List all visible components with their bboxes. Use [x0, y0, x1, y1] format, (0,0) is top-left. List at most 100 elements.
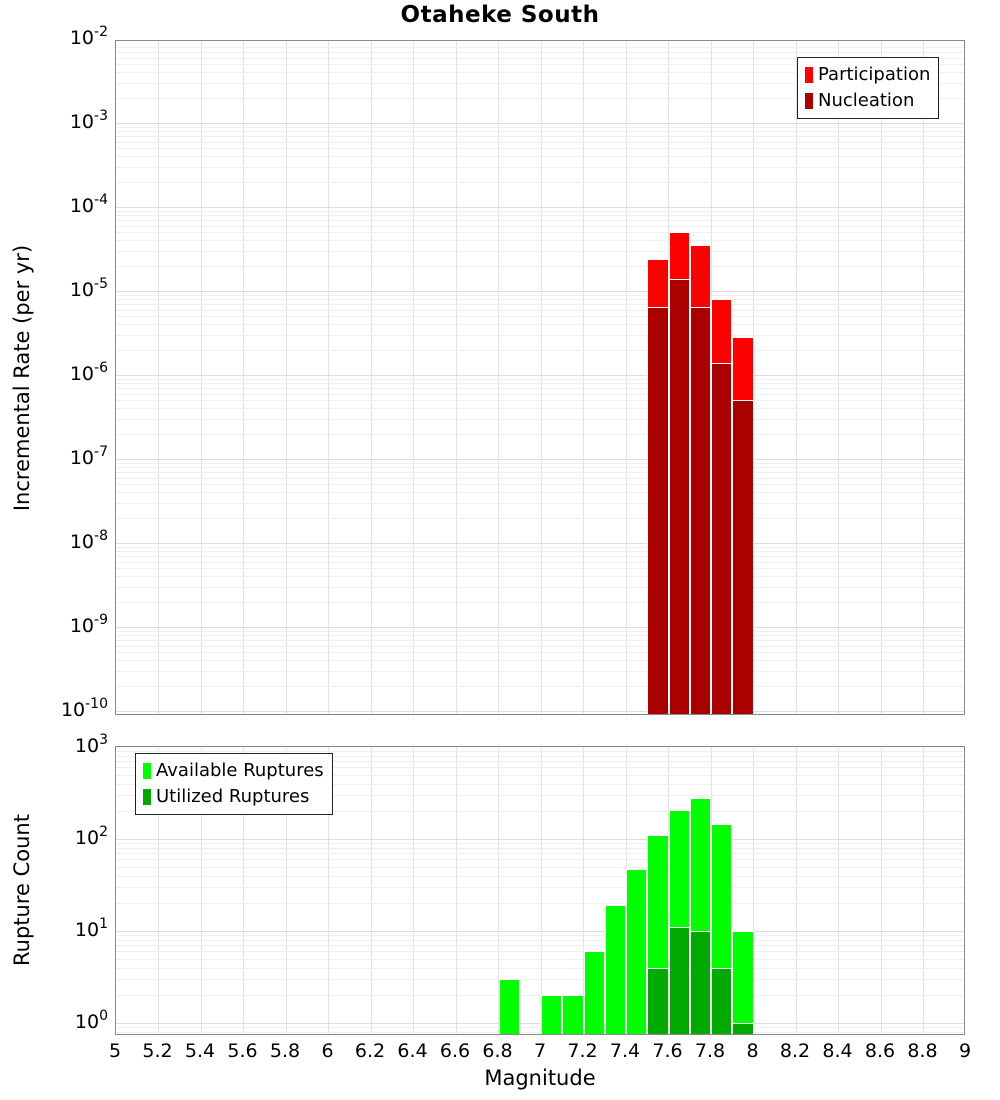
- y-tick-label: 102: [74, 824, 108, 849]
- gridline-minor: [116, 685, 964, 687]
- gridline-minor: [116, 556, 964, 557]
- x-tick-label: 5.2: [142, 1040, 173, 1062]
- gridline-vertical: [158, 41, 159, 714]
- gridline-minor: [116, 72, 964, 74]
- legend-item-participation: Participation: [805, 62, 930, 88]
- legend-label-nucleation: Nucleation: [818, 90, 915, 111]
- gridline-minor: [116, 52, 964, 53]
- y-tick-label: 10-5: [69, 276, 108, 301]
- gridline-minor: [116, 492, 964, 494]
- gridline-minor: [116, 309, 964, 311]
- bar-available-ruptures-m7: [541, 995, 563, 1034]
- legend-label-available: Available Ruptures: [156, 760, 324, 781]
- gridline-minor: [116, 995, 964, 997]
- gridline-minor: [116, 462, 964, 464]
- gridline-minor: [116, 939, 964, 941]
- bar-utilized-ruptures-m7.6: [668, 927, 690, 1034]
- gridline-minor: [116, 316, 964, 318]
- bar-utilized-ruptures-m7.5: [647, 967, 669, 1034]
- gridline-minor: [116, 502, 964, 504]
- gridline-minor: [116, 660, 964, 662]
- y-tick-exponent: -5: [94, 276, 108, 292]
- gridline-vertical: [200, 747, 202, 1034]
- x-tick-label: 7: [533, 1040, 547, 1062]
- gridline-minor: [116, 843, 964, 845]
- gridline-major: [116, 459, 964, 460]
- bar-available-ruptures-m7.1: [562, 995, 584, 1034]
- legend-item-utilized: Utilized Ruptures: [143, 784, 324, 810]
- x-axis-title: Magnitude: [484, 1066, 596, 1090]
- gridline-major: [116, 1023, 964, 1024]
- bar-available-ruptures-m7.2: [583, 951, 605, 1034]
- gridline-vertical: [923, 41, 924, 714]
- gridline-vertical: [923, 747, 924, 1034]
- gridline-vertical: [328, 747, 329, 1034]
- gridline-minor: [116, 640, 964, 641]
- gridline-minor: [116, 136, 964, 137]
- gridline-minor: [116, 156, 964, 158]
- y-tick-exponent: 3: [99, 732, 108, 748]
- gridline-minor: [116, 774, 964, 776]
- gridline-minor: [116, 304, 964, 305]
- x-tick-label: 8.6: [864, 1040, 896, 1062]
- gridline-major: [116, 839, 964, 840]
- gridline-minor: [116, 433, 964, 435]
- gridline-major: [116, 627, 964, 628]
- x-tick-label: 8: [746, 1040, 759, 1062]
- gridline-minor: [116, 767, 964, 769]
- y-tick-exponent: -3: [94, 108, 108, 124]
- y-tick-exponent: -6: [94, 360, 108, 376]
- y-tick-label: 10-8: [69, 528, 108, 553]
- gridline-vertical: [838, 747, 839, 1034]
- gridline-vertical: [243, 41, 244, 714]
- gridline-vertical: [753, 747, 754, 1034]
- gridline-minor: [116, 215, 964, 217]
- bar-nucleation-m7.8: [711, 362, 733, 714]
- bar-nucleation-m7.5: [647, 306, 669, 714]
- gridline-minor: [116, 945, 964, 947]
- gridline-vertical: [413, 41, 414, 714]
- gridline-minor: [116, 761, 964, 763]
- gridline-minor: [116, 1027, 964, 1029]
- gridline-vertical: [200, 41, 202, 714]
- gridline-minor: [116, 847, 964, 849]
- gridline-vertical: [243, 747, 244, 1034]
- gridline-vertical: [370, 41, 372, 714]
- bar-utilized-ruptures-m7.7: [689, 931, 711, 1034]
- y-tick-label: 10-3: [69, 108, 108, 133]
- x-tick-label: 6.6: [439, 1040, 471, 1062]
- gridline-vertical: [625, 41, 627, 714]
- x-tick-label: 6.8: [482, 1040, 513, 1062]
- y-tick-exponent: -7: [94, 444, 108, 460]
- legend-count: Available Ruptures Utilized Ruptures: [135, 753, 333, 815]
- gridline-vertical: [795, 41, 797, 714]
- y-tick-label: 10-6: [69, 360, 108, 385]
- gridline-minor: [116, 551, 964, 553]
- gridline-minor: [116, 935, 964, 937]
- y-tick-exponent: -2: [94, 24, 108, 40]
- y-tick-label: 10-7: [69, 444, 108, 469]
- y-tick-exponent: 0: [99, 1008, 108, 1024]
- gridline-minor: [116, 324, 964, 326]
- gridline-major: [116, 291, 964, 292]
- bar-nucleation-m7.7: [689, 306, 711, 714]
- gridline-minor: [116, 979, 964, 981]
- bar-available-ruptures-m6.8: [498, 979, 520, 1034]
- gridline-minor: [116, 783, 964, 785]
- legend-label-participation: Participation: [818, 64, 931, 85]
- x-tick-label: 9: [958, 1040, 972, 1062]
- gridline-vertical: [795, 747, 797, 1034]
- gridline-major: [116, 375, 964, 376]
- gridline-minor: [116, 97, 964, 99]
- y-tick-exponent: -8: [94, 528, 108, 544]
- gridline-vertical: [285, 747, 287, 1034]
- gridline-minor: [116, 349, 964, 351]
- gridline-minor: [116, 853, 964, 855]
- gridline-minor: [116, 568, 964, 570]
- gridline-minor: [116, 755, 964, 757]
- chart-title: Otaheke South: [400, 2, 600, 28]
- gridline-vertical: [880, 41, 882, 714]
- x-tick-label: 7.8: [694, 1040, 726, 1062]
- gridline-vertical: [498, 747, 499, 1034]
